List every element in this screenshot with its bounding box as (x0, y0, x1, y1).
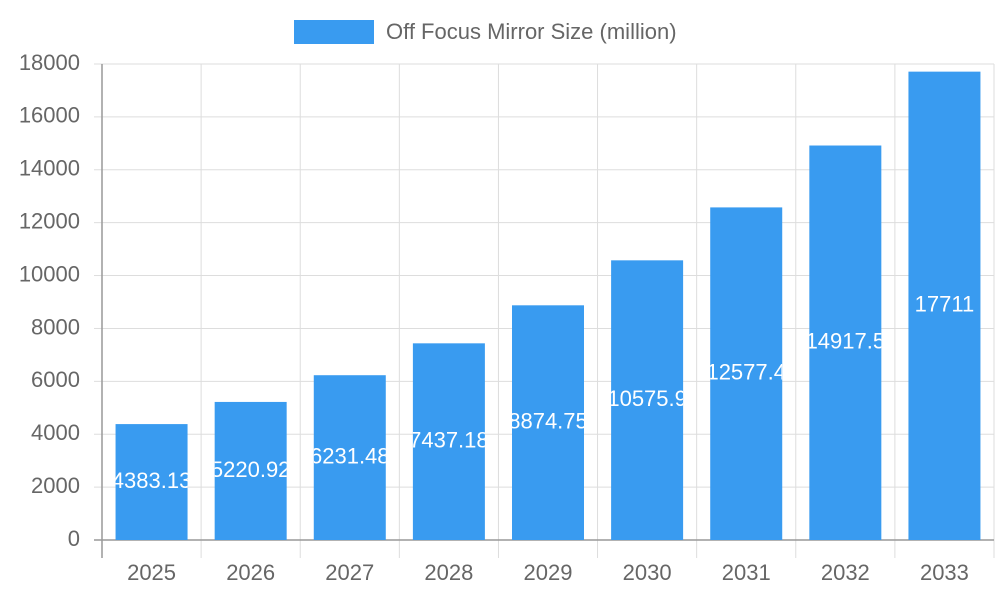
bar (809, 145, 882, 540)
bar (313, 375, 386, 540)
data-label: 4383.13 (112, 468, 192, 493)
x-tick-label: 2030 (623, 560, 672, 585)
y-tick-label: 4000 (31, 420, 80, 445)
data-label: 12577.4 (706, 360, 786, 385)
data-label: 5220.92 (211, 457, 291, 482)
bar (908, 71, 981, 540)
legend-label: Off Focus Mirror Size (million) (386, 19, 677, 44)
bar (412, 343, 485, 540)
bar (710, 207, 783, 540)
data-label: 14917.5 (806, 329, 886, 354)
x-tick-label: 2032 (821, 560, 870, 585)
data-label: 7437.18 (409, 427, 489, 452)
x-tick-label: 2033 (920, 560, 969, 585)
legend-swatch (294, 20, 374, 44)
x-tick-label: 2028 (424, 560, 473, 585)
y-tick-label: 12000 (19, 208, 80, 233)
x-tick-label: 2025 (127, 560, 176, 585)
y-tick-label: 6000 (31, 367, 80, 392)
y-tick-label: 16000 (19, 103, 80, 128)
y-tick-label: 2000 (31, 473, 80, 498)
x-tick-label: 2031 (722, 560, 771, 585)
data-label: 17711 (915, 292, 975, 317)
data-label: 10575.9 (607, 386, 687, 411)
bar (611, 260, 684, 540)
y-tick-label: 8000 (31, 314, 80, 339)
y-tick-label: 10000 (19, 261, 80, 286)
bar (214, 401, 287, 540)
data-label: 8874.75 (508, 408, 588, 433)
data-label: 6231.48 (310, 443, 390, 468)
bar (115, 424, 188, 540)
y-tick-label: 18000 (19, 50, 80, 75)
x-tick-label: 2027 (325, 560, 374, 585)
x-tick-label: 2026 (226, 560, 275, 585)
bar (512, 305, 584, 540)
y-tick-label: 14000 (19, 156, 80, 181)
x-tick-label: 2029 (524, 560, 573, 585)
y-tick-label: 0 (68, 526, 80, 551)
